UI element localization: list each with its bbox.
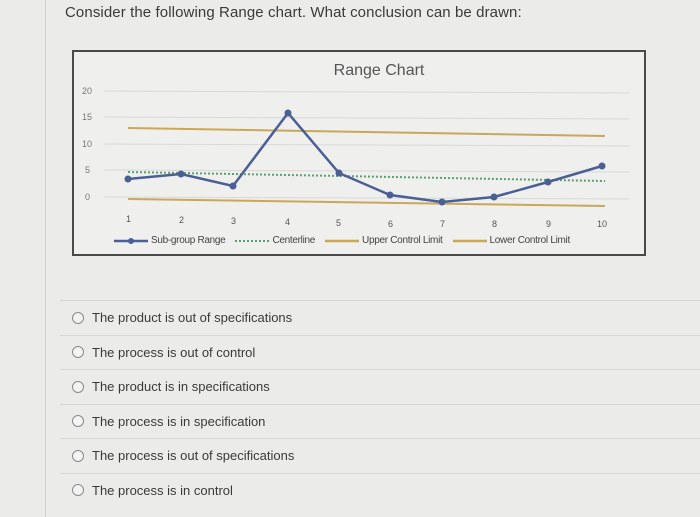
option-product-in-spec[interactable]: The product is in specifications [60, 369, 700, 404]
y-tick: 20 [82, 86, 92, 96]
legend-item-centerline: Centerline [235, 235, 315, 246]
subgroup-range-markers [124, 109, 606, 206]
option-label: The product is in specifications [92, 379, 270, 395]
subgroup-range-line [127, 111, 603, 204]
radio-button[interactable] [72, 380, 84, 393]
option-process-in-spec[interactable]: The process is in specification [60, 403, 700, 439]
radio-button[interactable] [72, 346, 84, 359]
x-tick: 6 [388, 219, 393, 229]
series-line-marker-icon [114, 237, 148, 244]
option-label: The process is in specification [92, 413, 266, 429]
left-divider [45, 0, 46, 517]
solid-line-icon [452, 239, 487, 242]
x-tick: 3 [231, 216, 236, 226]
y-tick: 10 [82, 139, 92, 149]
legend-item-subgroup-range: Sub-group Range [114, 235, 226, 246]
option-product-out-of-spec[interactable]: The product is out of specifications [60, 300, 700, 335]
radio-button[interactable] [72, 311, 84, 324]
radio-button[interactable] [72, 415, 84, 428]
range-chart: Range Chart 20 15 10 5 0 [72, 50, 646, 256]
chart-plot-area: 20 15 10 5 0 1 2 3 [82, 86, 630, 229]
x-tick: 2 [179, 215, 184, 225]
x-tick: 8 [492, 219, 497, 229]
gridlines [103, 90, 630, 200]
upper-control-limit-line [127, 127, 606, 137]
x-tick: 1 [126, 214, 131, 224]
x-tick: 7 [440, 219, 445, 229]
legend-item-lcl: Lower Control Limit [452, 235, 571, 246]
option-process-out-of-specs[interactable]: The process is out of specifications [60, 438, 700, 473]
chart-legend: Sub-group Range Centerline Upper Control… [114, 235, 634, 246]
x-tick: 10 [597, 219, 607, 229]
answer-options: The product is out of specifications The… [60, 300, 700, 507]
x-tick: 5 [336, 218, 341, 228]
centerline [127, 171, 606, 182]
option-process-out-of-control[interactable]: The process is out of control [60, 334, 700, 370]
option-label: The product is out of specifications [92, 310, 293, 326]
lower-control-limit-line [127, 198, 606, 207]
legend-label: Centerline [272, 235, 316, 246]
solid-line-icon [325, 239, 360, 242]
option-label: The process is out of control [92, 344, 256, 360]
option-label: The process is in control [92, 482, 233, 498]
question-text: Consider the following Range chart. What… [65, 4, 522, 21]
dotted-line-icon [235, 239, 270, 242]
x-axis-ticks: 1 2 3 4 5 6 7 8 9 10 [126, 214, 607, 229]
y-tick: 5 [85, 165, 90, 175]
y-axis-ticks: 20 15 10 5 0 [82, 86, 92, 202]
chart-title: Range Chart [333, 62, 425, 79]
legend-label: Upper Control Limit [362, 235, 443, 246]
x-tick: 9 [546, 219, 551, 229]
y-tick: 15 [82, 112, 92, 122]
y-tick: 0 [85, 192, 90, 202]
legend-item-ucl: Upper Control Limit [325, 235, 443, 246]
legend-label: Lower Control Limit [489, 235, 571, 246]
option-label: The process is out of specifications [92, 448, 295, 464]
x-tick: 4 [285, 217, 290, 227]
option-process-in-control[interactable]: The process is in control [60, 472, 700, 508]
legend-label: Sub-group Range [151, 235, 226, 246]
radio-button[interactable] [72, 484, 84, 497]
radio-button[interactable] [72, 449, 84, 462]
